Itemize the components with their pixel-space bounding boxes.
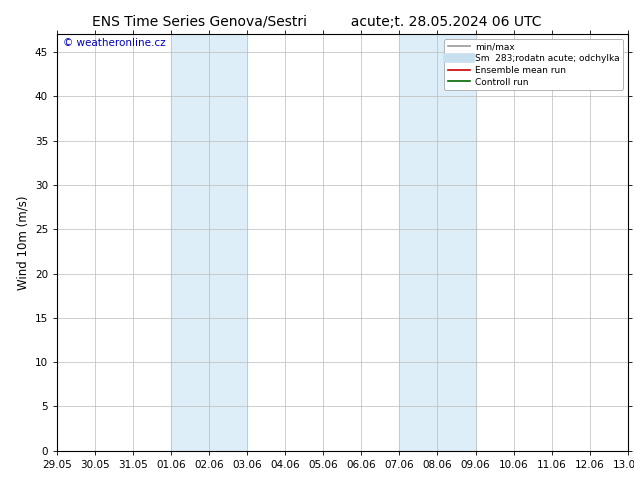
- Y-axis label: Wind 10m (m/s): Wind 10m (m/s): [16, 196, 29, 290]
- Bar: [399, 34, 476, 451]
- Legend: min/max, Sm  283;rodatn acute; odchylka, Ensemble mean run, Controll run: min/max, Sm 283;rodatn acute; odchylka, …: [444, 39, 623, 90]
- Bar: [171, 34, 247, 451]
- Text: ENS Time Series Genova/Sestri          acute;t. 28.05.2024 06 UTC: ENS Time Series Genova/Sestri acute;t. 2…: [93, 15, 541, 29]
- Text: © weatheronline.cz: © weatheronline.cz: [63, 38, 165, 49]
